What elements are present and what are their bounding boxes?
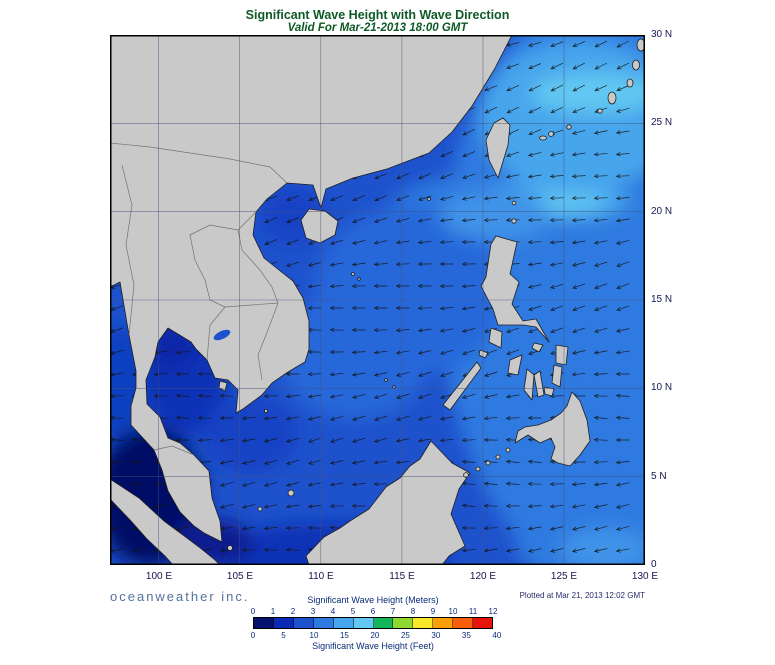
island-borneo (305, 440, 471, 564)
island-panay (507, 354, 523, 376)
sulu-archipelago (463, 447, 511, 478)
feet-tick-label: 30 (431, 631, 441, 640)
meters-tick-labels: 0 1 2 3 4 5 6 7 8 9 10 11 12 (250, 607, 498, 617)
meters-tick-label: 3 (310, 607, 316, 616)
island-dot-paracel-1 (351, 272, 355, 276)
meters-tick-label: 6 (370, 607, 376, 616)
meters-tick-label: 7 (390, 607, 396, 616)
map-area (110, 35, 645, 565)
colorbar-segment (433, 618, 454, 628)
island-luzon (480, 235, 550, 343)
feet-tick-label: 20 (370, 631, 380, 640)
lat-axis-label-30n: 30 N (651, 29, 673, 40)
lon-axis-label-110e: 110 E (308, 571, 334, 582)
lake-tonle-sap (213, 329, 231, 341)
lat-axis-label-25n: 25 N (651, 117, 673, 128)
landmasses (111, 36, 644, 564)
lat-axis-label-10n: 10 N (651, 382, 673, 393)
island-taiwan (485, 117, 511, 179)
lat-axis-label-20n: 20 N (651, 206, 673, 217)
colorbar-segment (333, 618, 354, 628)
island-mindoro (488, 327, 503, 349)
plotted-timestamp: Plotted at Mar 21, 2013 12:02 GMT (519, 591, 645, 600)
island-leyte (551, 364, 563, 388)
island-cebu (533, 370, 545, 398)
island-sumatra (111, 479, 220, 564)
colorbar-segment (373, 618, 394, 628)
valid-time-subtitle: Valid For Mar-21-2013 18:00 GMT (287, 22, 468, 34)
island-dot-babuyan (511, 218, 517, 224)
island-dot-anambas (257, 506, 263, 512)
island-masbate (531, 342, 544, 353)
island-samar (555, 344, 569, 366)
lat-axis-label-0: 0 (651, 559, 657, 570)
lon-axis-label-120e: 120 E (469, 571, 497, 582)
page-title: Significant Wave Height with Wave Direct… (245, 8, 510, 22)
meters-tick-label: 8 (410, 607, 416, 616)
country-borders (111, 142, 288, 456)
colorbar (253, 617, 493, 629)
legend-title-meters: Significant Wave Height (Meters) (307, 595, 439, 605)
map-frame (110, 35, 645, 565)
meters-tick-label: 9 (430, 607, 436, 616)
lat-axis-label-15n: 15 N (651, 294, 673, 305)
lon-axis-label-125e: 125 E (550, 571, 578, 582)
legend-title-feet: Significant Wave Height (Feet) (312, 641, 434, 651)
island-mindanao (514, 391, 591, 467)
feet-tick-label: 5 (281, 631, 286, 640)
colorbar-segment (453, 618, 474, 628)
feet-tick-label: 35 (461, 631, 471, 640)
graticule-grid (110, 35, 645, 565)
island-hainan (300, 208, 339, 244)
feet-tick-label: 40 (492, 631, 502, 640)
island-dot-natuna (287, 489, 295, 497)
island-dot-spratly-2 (392, 385, 396, 389)
colorbar-segment (254, 618, 274, 628)
island-dot-paracel-2 (357, 277, 361, 281)
island-dot-batanes (511, 200, 517, 206)
island-busuanga (478, 349, 489, 359)
meters-tick-label: 2 (290, 607, 296, 616)
lat-axis-label-5n: 5 N (651, 471, 667, 482)
island-dot-riau (227, 545, 233, 551)
feet-tick-label: 10 (309, 631, 319, 640)
meters-tick-label: 12 (488, 607, 498, 616)
brand-text: oceanweather inc. (110, 589, 250, 604)
lon-axis-label-105e: 105 E (226, 571, 254, 582)
colorbar-segment (313, 618, 334, 628)
lon-axis-label-100e: 100 E (145, 571, 173, 582)
colorbar-segment (393, 618, 414, 628)
island-dot-pratas (427, 197, 431, 201)
island-palawan (442, 361, 482, 411)
colorbar-segment (473, 618, 493, 628)
colorbar-segment (353, 618, 374, 628)
wave-map-svg (110, 35, 645, 565)
colorbar-segment (293, 618, 314, 628)
colorbar-segment (273, 618, 294, 628)
meters-tick-label: 5 (350, 607, 356, 616)
colorbar-segment (413, 618, 434, 628)
island-dot-spratly-1 (384, 378, 388, 382)
feet-tick-label: 0 (250, 631, 256, 640)
lon-axis-label-130e: 130 E (631, 571, 659, 582)
meters-tick-label: 4 (330, 607, 336, 616)
ryukyu-islands (539, 38, 644, 141)
meters-tick-label: 10 (448, 607, 458, 616)
lon-axis-label-115e: 115 E (389, 571, 415, 582)
island-negros (523, 368, 535, 401)
meters-tick-label: 0 (250, 607, 256, 616)
feet-tick-label: 25 (400, 631, 410, 640)
meters-tick-label: 1 (270, 607, 276, 616)
meters-tick-label: 11 (468, 607, 478, 616)
island-dot-con-son (263, 408, 268, 413)
feet-tick-label: 15 (339, 631, 349, 640)
feet-tick-labels: 0 5 10 15 20 25 30 35 40 (250, 631, 502, 641)
landmass-asia-mainland (111, 36, 512, 543)
